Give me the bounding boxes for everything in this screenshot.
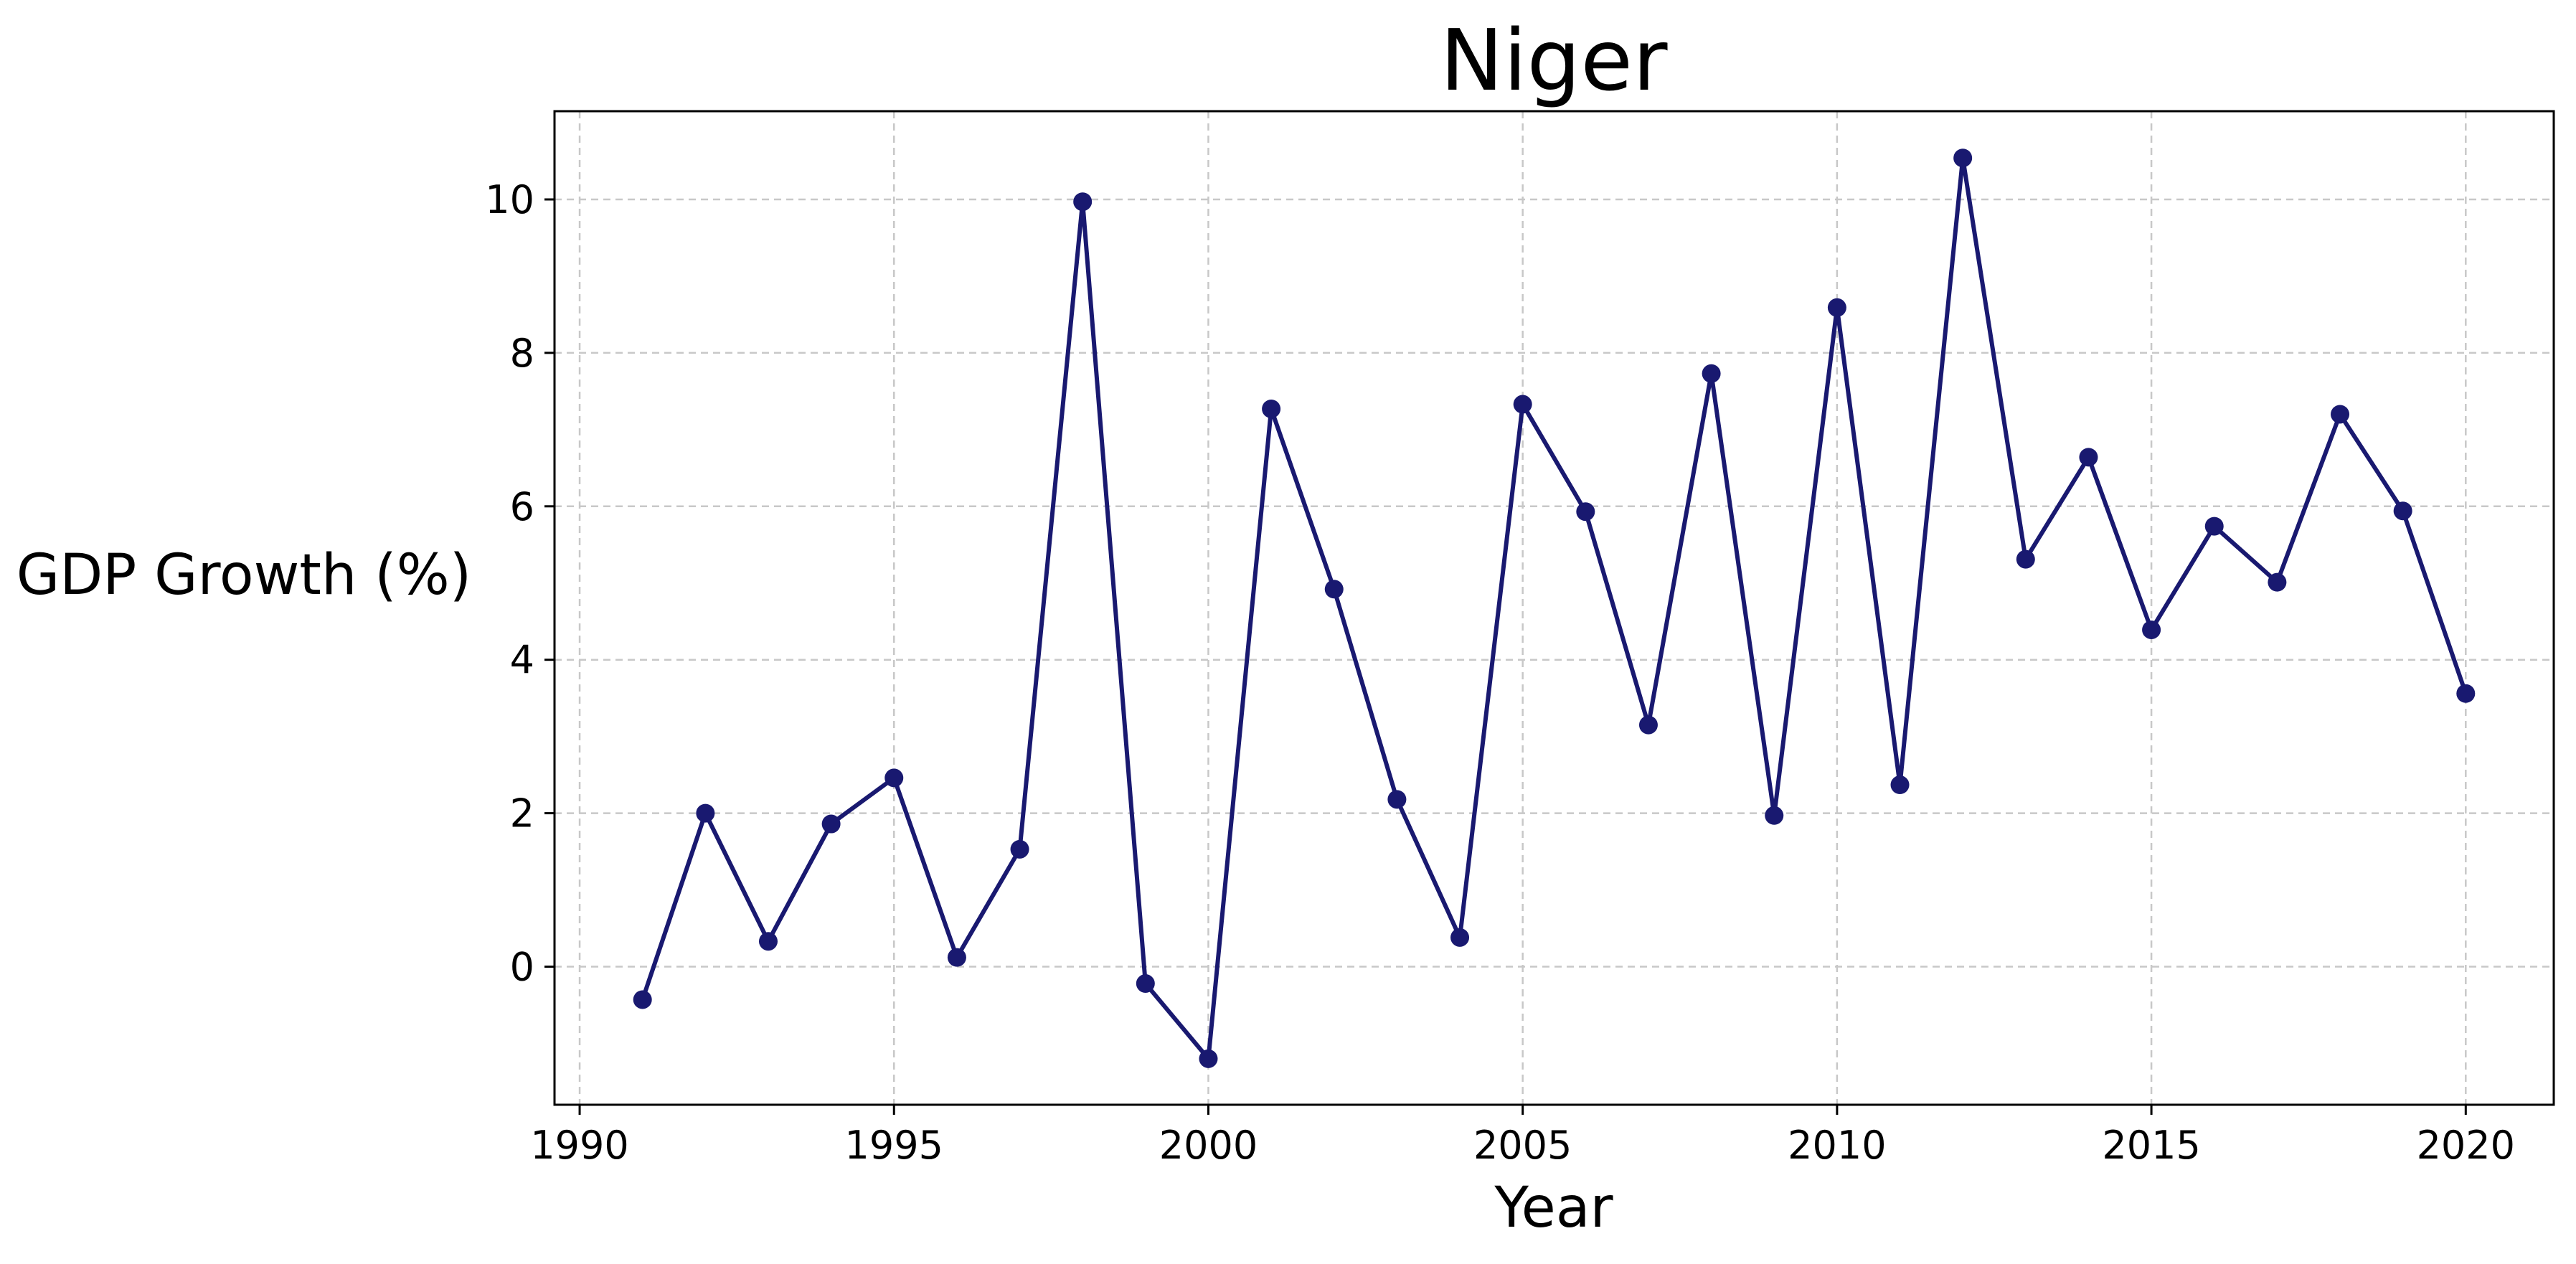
data-point [1262,399,1281,418]
data-point [1450,928,1470,947]
data-point [1702,364,1721,383]
data-point [1638,715,1658,735]
data-point [1387,790,1407,809]
series-line [640,156,2468,1061]
grid-lines [555,111,2554,1105]
data-point [1827,298,1846,317]
data-point [1890,775,1910,795]
data-series [633,148,2476,1068]
data-point [1576,502,1595,522]
data-point [2079,448,2098,467]
data-point [1324,580,1344,599]
data-point [696,803,715,823]
data-point [2331,405,2350,424]
x-tick-label: 2015 [2102,1123,2200,1168]
data-point [2016,550,2035,569]
data-point [884,768,904,788]
y-tick-label: 2 [510,791,534,836]
chart-title: Niger [1440,11,1668,110]
y-axis-label: GDP Growth (%) [16,543,471,608]
x-tick-label: 2020 [2417,1123,2515,1168]
data-point [821,814,841,834]
data-point [758,932,778,951]
data-point [2393,501,2412,521]
data-point [1513,395,1532,414]
data-point [2204,517,2224,536]
y-tick-label: 6 [510,484,534,529]
data-point [1199,1049,1218,1068]
x-axis-label: Year [1494,1176,1613,1240]
plot-frame [553,110,2555,1106]
data-point [633,990,652,1009]
data-point [1136,974,1155,994]
data-point [2268,572,2287,592]
x-tick-label: 2005 [1473,1123,1572,1168]
data-point [1765,806,1784,825]
x-tick-label: 1990 [530,1123,628,1168]
data-point [1010,839,1029,859]
y-tick-label: 8 [510,331,534,376]
data-point [2456,684,2476,703]
x-tick-label: 1995 [845,1123,943,1168]
data-point [947,948,966,967]
data-point [1953,148,1973,168]
y-tick-label: 4 [510,638,534,683]
x-tick-label: 2010 [1788,1123,1886,1168]
y-tick-label: 10 [485,177,534,222]
y-tick-label: 0 [510,944,534,989]
axis-ticks: 1990 1995 2000 2005 2010 2015 2020 0 2 4 6 8 10 [485,177,2515,1168]
x-tick-label: 2000 [1159,1123,1258,1168]
data-point [2142,620,2161,639]
data-point [1073,192,1093,212]
